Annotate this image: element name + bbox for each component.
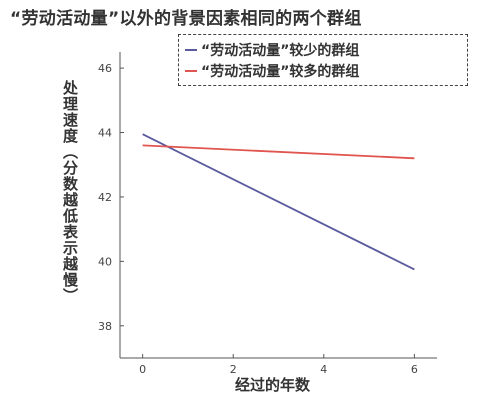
x-tick-label: 4 (320, 363, 327, 376)
legend-item-more: “劳动活动量”较多的群组 (185, 61, 359, 81)
x-axis-label: 经过的年数 (234, 376, 310, 394)
legend: “劳动活动量”较少的群组 “劳动活动量”较多的群组 (178, 34, 468, 86)
y-tick-label: 42 (98, 191, 112, 204)
series-line-more (142, 144, 415, 160)
legend-label-more: “劳动活动量”较多的群组 (201, 64, 360, 80)
y-tick-label: 38 (98, 320, 112, 333)
legend-swatch-less (185, 49, 197, 51)
series-lines (142, 133, 415, 271)
x-tick-label: 0 (139, 363, 146, 376)
y-tick-label: 44 (98, 127, 112, 140)
y-axis-label: 处理速度（分数越低表示越慢） (61, 80, 79, 304)
legend-item-less: “劳动活动量”较少的群组 (185, 40, 359, 60)
x-tick-label: 2 (230, 363, 237, 376)
y-tick-label: 40 (98, 255, 112, 268)
legend-swatch-more (185, 70, 197, 72)
legend-label-less: “劳动活动量”较少的群组 (201, 43, 360, 59)
x-tick-label: 6 (411, 363, 418, 376)
chart-title: “劳动活动量”以外的背景因素相同的两个群组 (10, 9, 362, 29)
series-line-less (142, 133, 415, 271)
y-tick-label: 46 (98, 62, 112, 75)
